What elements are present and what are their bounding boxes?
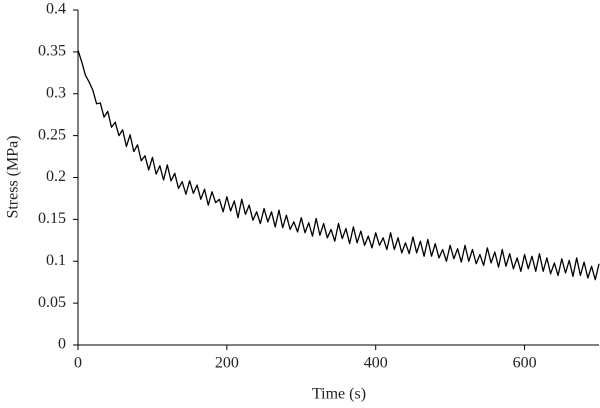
y-tick-label: 0 xyxy=(58,336,66,353)
y-tick-label: 0.25 xyxy=(38,126,66,143)
x-tick-label: 200 xyxy=(215,355,239,372)
x-tick-label: 400 xyxy=(364,355,388,372)
y-tick-label: 0.3 xyxy=(46,84,66,101)
x-axis-label: Time (s) xyxy=(312,386,366,403)
y-tick-label: 0.35 xyxy=(38,43,66,60)
y-tick-label: 0.15 xyxy=(38,210,66,227)
y-tick-label: 0.1 xyxy=(46,252,66,269)
y-tick-label: 0.2 xyxy=(46,168,66,185)
x-tick-label: 0 xyxy=(74,355,82,372)
y-axis-label: Stress (MPa) xyxy=(5,135,22,218)
y-tick-label: 0.4 xyxy=(46,1,66,18)
y-tick-label: 0.05 xyxy=(38,294,66,311)
x-tick-label: 600 xyxy=(513,355,537,372)
data-line xyxy=(77,50,600,281)
